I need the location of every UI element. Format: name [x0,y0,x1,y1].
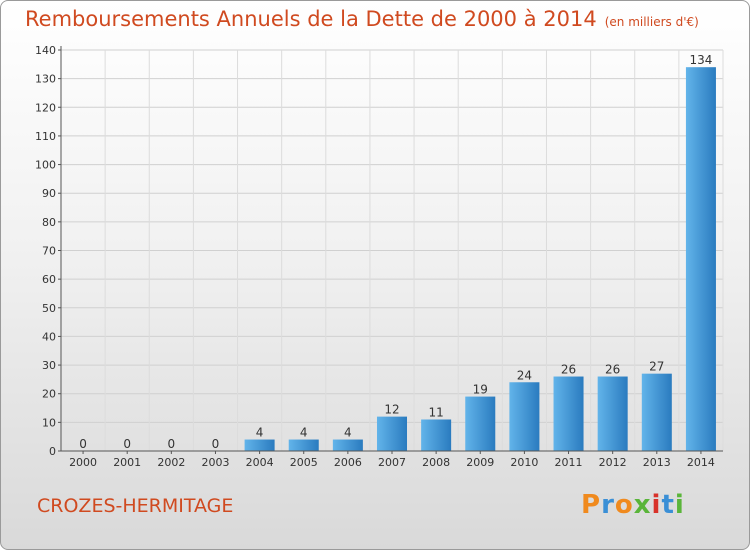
data-label: 27 [649,360,664,374]
y-tick-label: 100 [35,159,56,172]
x-tick-label: 2011 [555,456,583,469]
y-tick-label: 70 [42,245,56,258]
bar [685,67,716,451]
data-label: 12 [384,403,399,417]
y-tick-label: 50 [42,302,56,315]
y-tick-label: 30 [42,359,56,372]
y-tick-label: 120 [35,101,56,114]
place-name: CROZES-HERMITAGE [37,495,234,517]
bar [376,416,408,451]
logo-letter: o [614,490,634,520]
data-label: 26 [561,363,576,377]
x-tick-label: 2000 [69,456,97,469]
data-label: 4 [256,426,264,440]
logo-letter: i [651,490,662,520]
x-tick-label: 2001 [113,456,141,469]
y-tick-label: 0 [49,445,56,458]
data-label: 134 [689,53,712,67]
bar [509,382,540,451]
x-tick-label: 2009 [466,456,494,469]
data-label: 0 [168,437,176,451]
logo-letter: i [674,490,685,520]
bar [288,439,319,451]
y-tick-label: 60 [42,273,56,286]
y-tick-label: 10 [42,416,56,429]
bar [641,373,672,451]
x-tick-label: 2012 [599,456,627,469]
y-tick-label: 20 [42,388,56,401]
data-label: 4 [300,426,308,440]
data-label: 0 [123,437,131,451]
logo-letter: P [581,490,602,520]
data-label: 4 [344,426,352,440]
y-tick-label: 40 [42,330,56,343]
y-tick-label: 130 [35,73,56,86]
logo-letter: r [601,490,615,520]
unit-text: (en milliers d'€) [604,15,699,29]
x-tick-label: 2014 [687,456,715,469]
x-tick-label: 2006 [334,456,362,469]
x-tick-label: 2002 [157,456,185,469]
data-label: 26 [605,363,620,377]
title-text: Remboursements Annuels de la Dette de 20… [25,7,597,31]
proxiti-logo: Proxiti [581,490,685,520]
y-tick-label: 90 [42,187,56,200]
x-tick-label: 2004 [246,456,274,469]
logo-letter: x [633,490,652,520]
y-tick-label: 140 [35,44,56,57]
data-label: 19 [473,383,488,397]
x-tick-label: 2008 [422,456,450,469]
logo-letter: t [661,490,675,520]
chart-title: Remboursements Annuels de la Dette de 20… [25,7,699,31]
data-label: 0 [79,437,87,451]
bar [553,376,584,451]
x-tick-label: 2005 [290,456,318,469]
data-label: 0 [212,437,220,451]
data-label: 24 [517,368,532,382]
y-tick-label: 110 [35,130,56,143]
x-tick-label: 2010 [510,456,538,469]
bar [244,439,275,451]
data-label: 11 [428,405,443,419]
x-tick-label: 2013 [643,456,671,469]
x-tick-label: 2007 [378,456,406,469]
bar [332,439,363,451]
bar [421,419,452,451]
bar [465,396,496,451]
y-tick-label: 80 [42,216,56,229]
x-tick-label: 2003 [201,456,229,469]
bar [597,376,628,451]
